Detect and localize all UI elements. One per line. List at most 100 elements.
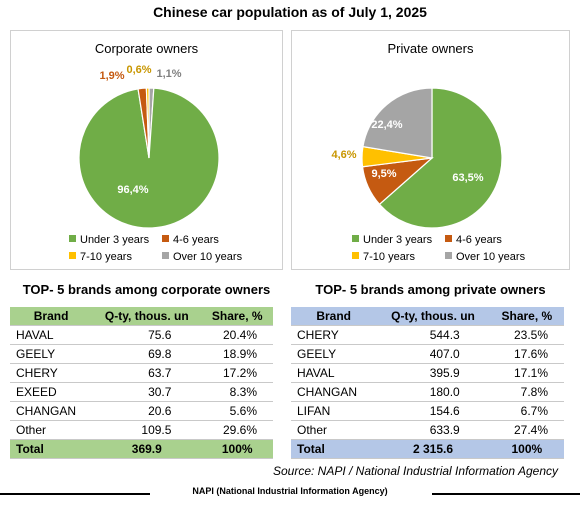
table-total-cell: 2 315.6 <box>376 439 490 459</box>
table-total-cell: 369.9 <box>92 439 202 459</box>
table-cell: 6.7% <box>489 401 564 421</box>
table-row: CHERY 63.7 17.2% <box>10 363 273 383</box>
table-header-cell: Share, % <box>489 307 564 326</box>
table-cell: 69.8 <box>92 344 202 364</box>
table-cell: 633.9 <box>376 420 490 440</box>
table-cell: 20.4% <box>201 325 273 345</box>
private-label-2: 4,6% <box>331 149 356 161</box>
corporate-label-3: 1,1% <box>156 68 181 80</box>
table-cell: 395.9 <box>376 363 490 383</box>
table-row: GEELY 407.0 17.6% <box>291 344 564 364</box>
legend-item: 4-6 years <box>162 234 219 246</box>
footer: NAPI (National Industrial Information Ag… <box>0 486 580 502</box>
table-cell: 75.6 <box>92 325 202 345</box>
footer-line-left <box>0 493 150 495</box>
table-cell: 17.2% <box>201 363 273 383</box>
legend-item: Under 3 years <box>352 234 445 246</box>
legend-swatch <box>445 252 452 259</box>
table-row: LIFAN 154.6 6.7% <box>291 401 564 421</box>
legend-swatch <box>162 252 169 259</box>
legend-swatch <box>352 252 359 259</box>
private-table-title: TOP- 5 brands among private owners <box>315 282 546 297</box>
table-cell: 5.6% <box>201 401 273 421</box>
table-cell: 23.5% <box>489 325 564 345</box>
table-row: Other 109.5 29.6% <box>10 420 273 440</box>
legend-label: 4-6 years <box>173 234 219 246</box>
legend-row: 7-10 years Over 10 years <box>69 251 242 268</box>
table-cell: 154.6 <box>376 401 490 421</box>
table-cell: 17.1% <box>489 363 564 383</box>
table-row: CHANGAN 180.0 7.8% <box>291 382 564 402</box>
corporate-pie-chart: 96,4% 1,9% 0,6% 1,1% <box>78 64 220 229</box>
legend-label: Under 3 years <box>80 234 150 246</box>
footer-line-right <box>432 493 580 495</box>
table-header-cell: Q-ty, thous. un <box>376 307 490 326</box>
table-cell: 63.7 <box>92 363 202 383</box>
table-cell: 29.6% <box>201 420 273 440</box>
table-cell: 18.9% <box>201 344 273 364</box>
legend-swatch <box>445 235 452 242</box>
table-cell: 109.5 <box>92 420 202 440</box>
private-label-3: 22,4% <box>371 119 402 131</box>
table-row: EXEED 30.7 8.3% <box>10 382 273 402</box>
private-label-1: 9,5% <box>371 168 396 180</box>
table-cell: Other <box>10 420 93 440</box>
table-total-row: Total 2 315.6 100% <box>291 439 564 459</box>
legend-swatch <box>69 235 76 242</box>
legend-label: 4-6 years <box>456 234 502 246</box>
table-header-cell: Brand <box>10 307 93 326</box>
table-cell: LIFAN <box>291 401 377 421</box>
private-pie-panel: Private owners 63,5% 9,5% 4,6% 22,4% Under … <box>291 30 570 270</box>
table-header-cell: Brand <box>291 307 377 326</box>
private-pie-chart: 63,5% 9,5% 4,6% 22,4% <box>331 87 503 229</box>
table-cell: 27.4% <box>489 420 564 440</box>
table-cell: 544.3 <box>376 325 490 345</box>
legend-label: Over 10 years <box>456 251 526 263</box>
table-cell: CHERY <box>10 363 93 383</box>
legend-label: 7-10 years <box>363 251 415 263</box>
table-cell: 7.8% <box>489 382 564 402</box>
legend-swatch <box>352 235 359 242</box>
table-header-cell: Q-ty, thous. un <box>92 307 202 326</box>
corporate-slice-2 <box>145 87 150 159</box>
table-cell: 407.0 <box>376 344 490 364</box>
corporate-brands-table: Brand Q-ty, thous. un Share, % HAVAL 75.6 20.… <box>10 307 273 459</box>
legend-swatch <box>162 235 169 242</box>
legend-item: Over 10 years <box>445 251 525 263</box>
legend-label: 7-10 years <box>80 251 132 263</box>
corporate-table-title: TOP- 5 brands among corporate owners <box>22 282 271 297</box>
table-cell: HAVAL <box>10 325 93 345</box>
private-label-0: 63,5% <box>452 172 483 184</box>
corporate-pie-panel: Corporate owners 96,4% 1,9% 0,6% 1,1% Under… <box>10 30 283 270</box>
table-row: HAVAL 395.9 17.1% <box>291 363 564 383</box>
table-total-row: Total 369.9 100% <box>10 439 273 459</box>
table-cell: 8.3% <box>201 382 273 402</box>
legend-item: 4-6 years <box>445 234 502 246</box>
table-row: CHANGAN 20.6 5.6% <box>10 401 273 421</box>
table-total-cell: Total <box>10 439 93 459</box>
corporate-label-1: 1,9% <box>99 70 124 82</box>
private-slice-3 <box>362 87 433 159</box>
private-brands-table: Brand Q-ty, thous. un Share, % CHERY 544.3 23… <box>291 307 564 459</box>
legend-item: 7-10 years <box>69 251 162 263</box>
table-cell: 30.7 <box>92 382 202 402</box>
table-total-cell: 100% <box>489 439 564 459</box>
table-cell: CHANGAN <box>291 382 377 402</box>
footer-text: NAPI (National Industrial Information Ag… <box>192 486 388 496</box>
legend-label: Under 3 years <box>363 234 433 246</box>
table-cell: CHANGAN <box>10 401 93 421</box>
table-cell: 180.0 <box>376 382 490 402</box>
table-total-cell: 100% <box>201 439 273 459</box>
table-cell: GEELY <box>10 344 93 364</box>
table-cell: 20.6 <box>92 401 202 421</box>
table-row: GEELY 69.8 18.9% <box>10 344 273 364</box>
legend-label: Over 10 years <box>173 251 243 263</box>
table-cell: EXEED <box>10 382 93 402</box>
table-total-cell: Total <box>291 439 377 459</box>
table-cell: GEELY <box>291 344 377 364</box>
legend-swatch <box>69 252 76 259</box>
page-title: Chinese car population as of July 1, 202… <box>153 4 427 20</box>
table-row: HAVAL 75.6 20.4% <box>10 325 273 345</box>
corporate-pie-legend: Under 3 years 4-6 years 7-10 years Over 10 … <box>69 234 242 268</box>
legend-item: Under 3 years <box>69 234 162 246</box>
